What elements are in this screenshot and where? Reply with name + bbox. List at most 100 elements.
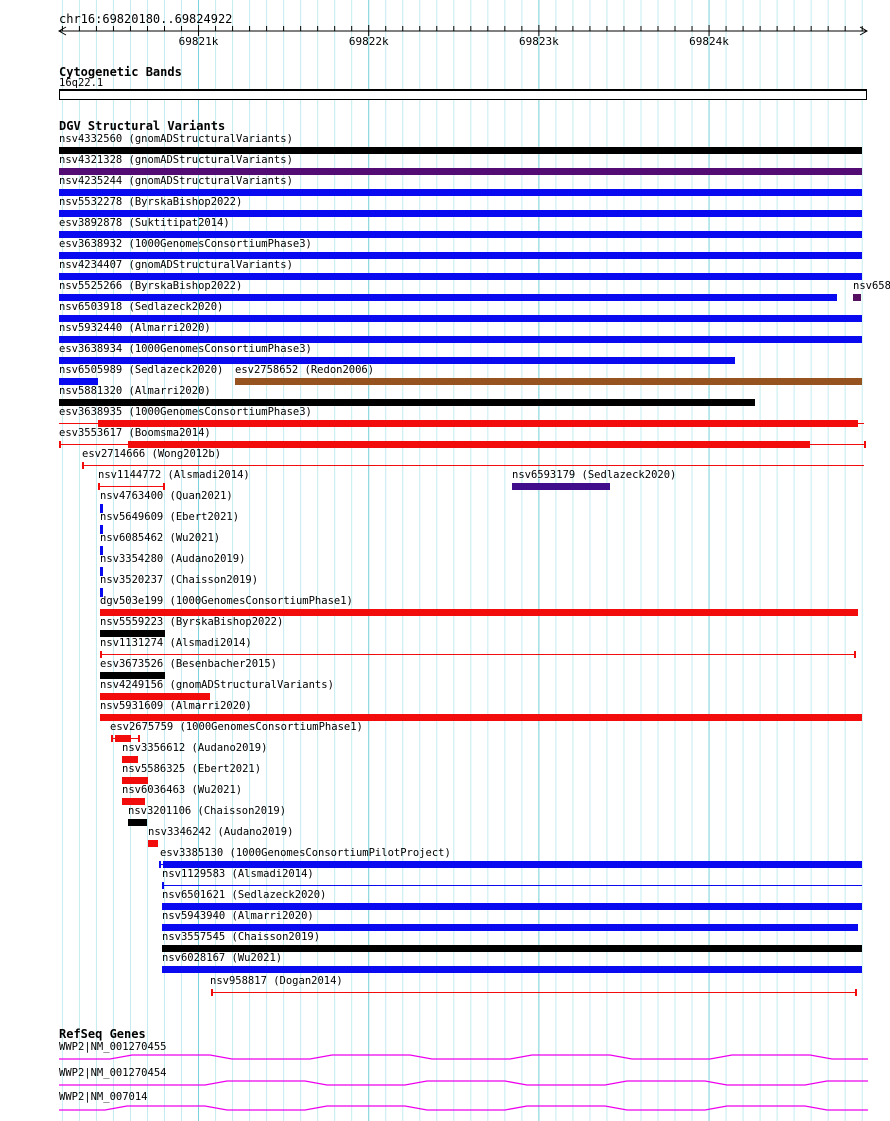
variant-bar[interactable] <box>59 147 862 154</box>
gene-label[interactable]: WWP2|NM_001270454 <box>59 1067 167 1079</box>
variant-label[interactable]: nsv3356612 (Audano2019) <box>122 742 268 754</box>
gene-label[interactable]: WWP2|NM_007014 <box>59 1091 148 1103</box>
variant-bar[interactable] <box>59 294 837 301</box>
variant-bar[interactable] <box>59 378 98 385</box>
variant-label[interactable]: nsv3557545 (Chaisson2019) <box>162 931 321 943</box>
variant-range-endtick[interactable] <box>211 989 213 996</box>
variant-label[interactable]: nsv6503918 (Sedlazeck2020) <box>59 301 224 313</box>
variant-range-endtick[interactable] <box>82 462 84 469</box>
variant-range-line[interactable] <box>100 654 856 655</box>
variant-label[interactable]: esv2675759 (1000GenomesConsortiumPhase1) <box>110 721 363 733</box>
variant-bar[interactable] <box>98 420 858 427</box>
variant-bar[interactable] <box>128 441 810 448</box>
variant-bar[interactable] <box>59 252 862 259</box>
variant-point-tick[interactable] <box>100 567 103 576</box>
gene-structure[interactable] <box>59 1080 868 1086</box>
variant-label[interactable]: nsv5881320 (Almarri2020) <box>59 385 211 397</box>
variant-bar[interactable] <box>162 945 862 952</box>
variant-label[interactable]: nsv1131274 (Alsmadi2014) <box>100 637 252 649</box>
variant-range-line[interactable] <box>211 992 857 993</box>
gene-structure[interactable] <box>59 1105 868 1111</box>
variant-range-endtick[interactable] <box>864 441 866 448</box>
variant-bar[interactable] <box>59 315 862 322</box>
variant-label[interactable]: esv3553617 (Boomsma2014) <box>59 427 211 439</box>
variant-label[interactable]: nsv5931609 (Almarri2020) <box>100 700 252 712</box>
variant-label[interactable]: nsv658 <box>853 280 890 292</box>
variant-label[interactable]: nsv5932440 (Almarri2020) <box>59 322 211 334</box>
variant-label[interactable]: nsv4763400 (Quan2021) <box>100 490 233 502</box>
variant-bar[interactable] <box>128 819 147 826</box>
variant-label[interactable]: nsv3346242 (Audano2019) <box>148 826 294 838</box>
variant-label[interactable]: esv3385130 (1000GenomesConsortiumPilotPr… <box>160 847 451 859</box>
variant-label[interactable]: esv3638934 (1000GenomesConsortiumPhase3) <box>59 343 312 355</box>
variant-label[interactable]: nsv5586325 (Ebert2021) <box>122 763 262 775</box>
variant-label[interactable]: nsv1129583 (Alsmadi2014) <box>162 868 314 880</box>
variant-range-endtick[interactable] <box>163 483 165 490</box>
variant-bar[interactable] <box>59 357 735 364</box>
variant-label[interactable]: nsv6501621 (Sedlazeck2020) <box>162 889 327 901</box>
variant-bar[interactable] <box>100 693 210 700</box>
variant-label[interactable]: nsv6028167 (Wu2021) <box>162 952 283 964</box>
variant-label[interactable]: nsv1144772 (Alsmadi2014) <box>98 469 250 481</box>
variant-label[interactable]: nsv5649609 (Ebert2021) <box>100 511 240 523</box>
variant-range-endtick[interactable] <box>159 861 161 868</box>
variant-bar[interactable] <box>122 756 138 763</box>
variant-label[interactable]: nsv3201106 (Chaisson2019) <box>128 805 287 817</box>
variant-label[interactable]: esv3673526 (Besenbacher2015) <box>100 658 278 670</box>
variant-bar[interactable] <box>59 336 862 343</box>
variant-point-tick[interactable] <box>100 525 103 534</box>
variant-bar[interactable] <box>122 777 148 784</box>
variant-label[interactable]: nsv5943940 (Almarri2020) <box>162 910 314 922</box>
variant-label[interactable]: esv3892878 (Suktitipat2014) <box>59 217 230 229</box>
variant-bar[interactable] <box>59 231 862 238</box>
variant-range-line[interactable] <box>82 465 864 466</box>
variant-label[interactable]: esv3638935 (1000GenomesConsortiumPhase3) <box>59 406 312 418</box>
variant-bar[interactable] <box>162 924 858 931</box>
variant-label[interactable]: dgv503e199 (1000GenomesConsortiumPhase1) <box>100 595 353 607</box>
variant-bar[interactable] <box>163 861 862 868</box>
variant-label[interactable]: nsv5532278 (ByrskaBishop2022) <box>59 196 243 208</box>
variant-bar[interactable] <box>122 798 145 805</box>
variant-bar[interactable] <box>100 609 858 616</box>
variant-label[interactable]: nsv4332560 (gnomADStructuralVariants) <box>59 133 293 145</box>
variant-bar[interactable] <box>100 630 165 637</box>
variant-label[interactable]: esv2714666 (Wong2012b) <box>82 448 222 460</box>
variant-bar[interactable] <box>512 483 610 490</box>
variant-label[interactable]: nsv4321328 (gnomADStructuralVariants) <box>59 154 293 166</box>
variant-range-line[interactable] <box>162 885 862 886</box>
variant-bar[interactable] <box>59 273 862 280</box>
variant-label[interactable]: nsv6036463 (Wu2021) <box>122 784 243 796</box>
variant-range-line[interactable] <box>98 486 165 487</box>
gene-label[interactable]: WWP2|NM_001270455 <box>59 1041 167 1053</box>
variant-label[interactable]: nsv958817 (Dogan2014) <box>210 975 343 987</box>
variant-range-line[interactable] <box>159 864 165 865</box>
variant-bar[interactable] <box>235 378 862 385</box>
variant-bar[interactable] <box>59 189 862 196</box>
variant-range-endtick[interactable] <box>855 989 857 996</box>
variant-range-endtick[interactable] <box>854 651 856 658</box>
variant-label[interactable]: nsv5559223 (ByrskaBishop2022) <box>100 616 284 628</box>
variant-range-endtick[interactable] <box>138 735 140 742</box>
variant-label[interactable]: nsv3520237 (Chaisson2019) <box>100 574 259 586</box>
variant-bar[interactable] <box>148 840 158 847</box>
variant-range-endtick[interactable] <box>59 441 61 448</box>
variant-label[interactable]: nsv6085462 (Wu2021) <box>100 532 221 544</box>
variant-range-endtick[interactable] <box>98 483 100 490</box>
variant-bar[interactable] <box>100 672 165 679</box>
variant-bar[interactable] <box>115 735 131 742</box>
variant-label[interactable]: nsv5525266 (ByrskaBishop2022) <box>59 280 243 292</box>
variant-label[interactable]: nsv6505989 (Sedlazeck2020) <box>59 364 224 376</box>
variant-range-endtick[interactable] <box>100 651 102 658</box>
variant-range-endtick[interactable] <box>111 735 113 742</box>
variant-label[interactable]: nsv4234407 (gnomADStructuralVariants) <box>59 259 293 271</box>
variant-label[interactable]: nsv4235244 (gnomADStructuralVariants) <box>59 175 293 187</box>
variant-bar[interactable] <box>59 210 862 217</box>
variant-label[interactable]: nsv4249156 (gnomADStructuralVariants) <box>100 679 334 691</box>
variant-point-tick[interactable] <box>100 546 103 555</box>
variant-bar[interactable] <box>162 966 862 973</box>
variant-bar[interactable] <box>100 714 862 721</box>
gene-structure[interactable] <box>59 1054 868 1060</box>
variant-bar[interactable] <box>59 168 862 175</box>
variant-label[interactable]: nsv6593179 (Sedlazeck2020) <box>512 469 677 481</box>
variant-bar[interactable] <box>162 903 862 910</box>
